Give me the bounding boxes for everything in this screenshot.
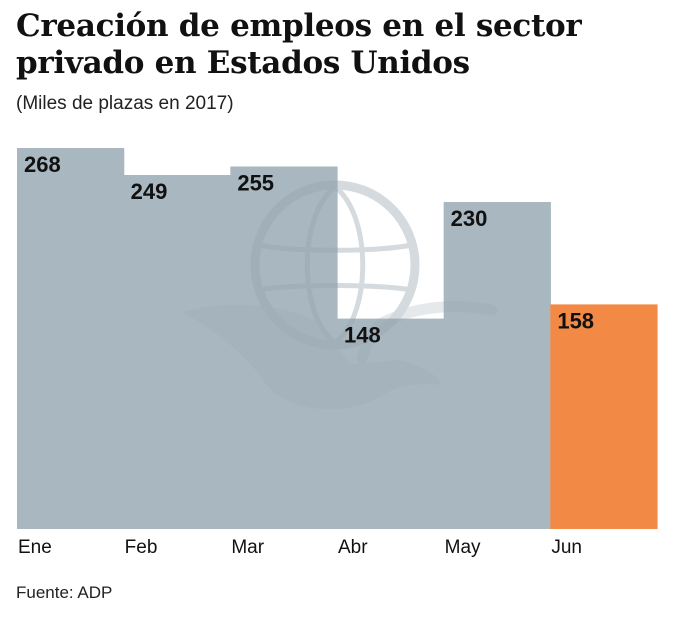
x-tick-label-abr: Abr bbox=[338, 537, 368, 558]
chart-source: Fuente: ADP bbox=[16, 583, 113, 602]
bars-group bbox=[17, 148, 658, 530]
bar-ene bbox=[17, 148, 125, 529]
value-label-mar: 255 bbox=[237, 170, 274, 195]
x-tick-label-mar: Mar bbox=[231, 537, 264, 558]
value-labels-group: 268 249 255 148 230 158 bbox=[24, 152, 594, 348]
x-tick-labels-group: Ene Feb Mar Abr May Jun bbox=[18, 537, 582, 558]
bar-feb bbox=[123, 175, 231, 529]
value-label-abr: 148 bbox=[344, 323, 381, 348]
x-tick-label-may: May bbox=[445, 537, 481, 558]
value-label-jun: 158 bbox=[557, 308, 594, 333]
x-tick-label-jun: Jun bbox=[551, 537, 582, 558]
bar-abr bbox=[337, 318, 445, 529]
value-label-may: 230 bbox=[451, 206, 488, 231]
chart-subtitle: (Miles de plazas en 2017) bbox=[16, 93, 234, 114]
chart-title: Creación de empleos en el sector privado… bbox=[16, 8, 582, 81]
bar-jun bbox=[550, 304, 658, 529]
bar-may bbox=[443, 202, 551, 529]
value-label-feb: 249 bbox=[131, 179, 168, 204]
bar-mar bbox=[230, 166, 338, 530]
eagle-globe-logo-icon bbox=[182, 180, 498, 410]
x-tick-label-ene: Ene bbox=[18, 537, 52, 558]
value-label-ene: 268 bbox=[24, 152, 61, 177]
x-tick-label-feb: Feb bbox=[125, 537, 158, 558]
